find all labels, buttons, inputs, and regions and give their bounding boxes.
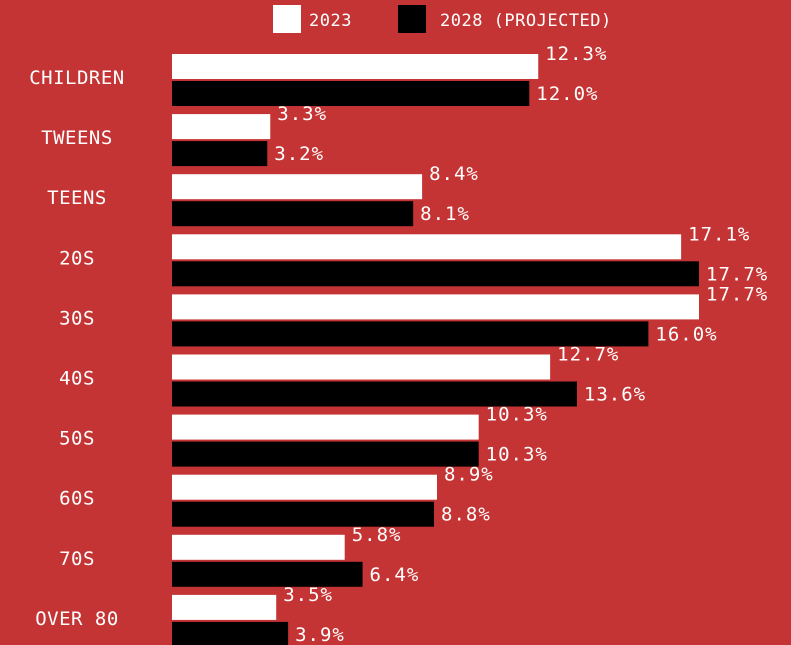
data-label-2023: 17.1%: [688, 223, 750, 245]
category-label: 40S: [59, 368, 95, 390]
data-label-2028-projected: 10.3%: [486, 444, 548, 466]
category-label: 70S: [59, 548, 95, 570]
data-label-2028-projected: 17.7%: [706, 263, 768, 285]
data-label-2023: 10.3%: [486, 404, 548, 426]
bar-2023: [172, 535, 345, 560]
bar-2023: [172, 234, 681, 259]
bar-2023: [172, 114, 270, 139]
data-label-2028-projected: 8.1%: [420, 203, 470, 225]
category-label: CHILDREN: [29, 67, 125, 89]
legend-label-series-1: 2023: [309, 11, 352, 31]
data-label-2023: 12.3%: [545, 43, 607, 65]
data-label-2028-projected: 6.4%: [370, 564, 420, 586]
bar-2028-projected: [172, 81, 529, 106]
data-label-2028-projected: 16.0%: [655, 323, 717, 345]
data-label-2023: 5.8%: [352, 524, 402, 546]
bar-2028-projected: [172, 201, 413, 226]
category-label: 20S: [59, 247, 95, 269]
bar-2028-projected: [172, 442, 479, 467]
bar-2023: [172, 355, 550, 380]
category-label: 30S: [59, 307, 95, 329]
data-label-2028-projected: 3.2%: [274, 143, 324, 165]
bar-2023: [172, 174, 422, 199]
bar-2023: [172, 415, 479, 440]
bar-2028-projected: [172, 622, 288, 645]
legend-label-series-2: 2028 (PROJECTED): [440, 11, 612, 31]
legend-swatch-series-1: [273, 5, 301, 33]
bar-2023: [172, 54, 538, 79]
bar-2023: [172, 475, 437, 500]
category-label: 50S: [59, 428, 95, 450]
data-label-2023: 12.7%: [557, 344, 619, 366]
category-label: 60S: [59, 488, 95, 510]
data-label-2023: 3.3%: [277, 103, 327, 125]
bar-2028-projected: [172, 141, 267, 166]
data-label-2028-projected: 8.8%: [441, 504, 491, 526]
bar-2023: [172, 595, 276, 620]
category-label: TWEENS: [41, 127, 113, 149]
data-label-2028-projected: 3.9%: [295, 624, 345, 645]
data-label-2023: 8.4%: [429, 163, 479, 185]
data-label-2023: 8.9%: [444, 464, 494, 486]
data-label-2028-projected: 12.0%: [536, 83, 598, 105]
bar-2028-projected: [172, 562, 363, 587]
data-label-2023: 17.7%: [706, 283, 768, 305]
bar-2028-projected: [172, 261, 699, 286]
category-label: TEENS: [47, 187, 107, 209]
bar-2023: [172, 294, 699, 319]
legend-swatch-series-2: [398, 5, 426, 33]
category-label: OVER 80: [35, 608, 119, 630]
data-label-2028-projected: 13.6%: [584, 384, 646, 406]
data-label-2023: 3.5%: [283, 584, 333, 606]
